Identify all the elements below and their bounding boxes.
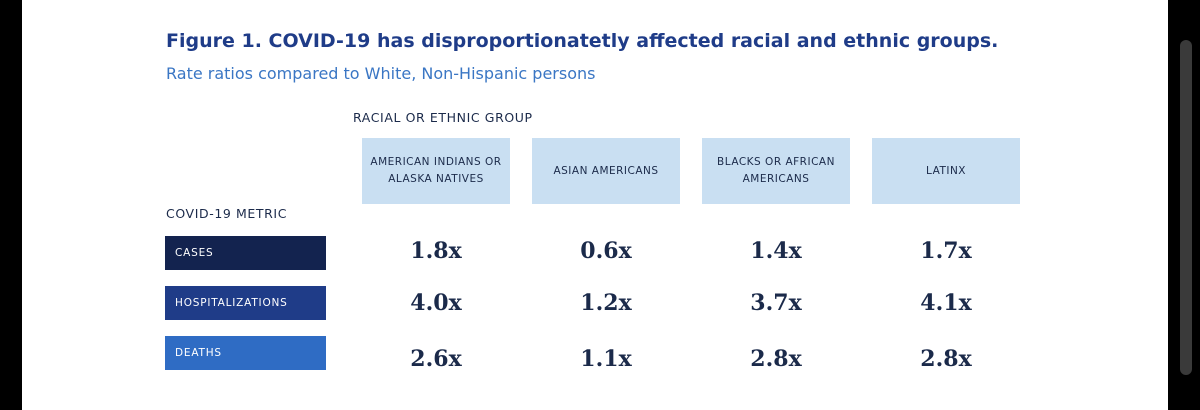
cell-hospitalizations-blacks: 3.7x — [750, 290, 802, 316]
row-label-cases: CASES — [165, 236, 326, 270]
scrollbar[interactable] — [1180, 40, 1192, 375]
cell-deaths-blacks: 2.8x — [750, 346, 802, 372]
cell-hospitalizations-american-indians: 4.0x — [410, 290, 462, 316]
column-header-asian-americans: ASIAN AMERICANS — [532, 138, 680, 204]
row-label-deaths: DEATHS — [165, 336, 326, 370]
cell-cases-american-indians: 1.8x — [410, 238, 462, 264]
cell-hospitalizations-latinx: 4.1x — [920, 290, 972, 316]
column-header-american-indians: AMERICAN INDIANS OR ALASKA NATIVES — [362, 138, 510, 204]
cell-cases-latinx: 1.7x — [920, 238, 972, 264]
figure-subtitle: Rate ratios compared to White, Non-Hispa… — [166, 64, 596, 83]
figure-page: Figure 1. COVID-19 has disproportionatet… — [22, 0, 1168, 410]
cell-cases-blacks: 1.4x — [750, 238, 802, 264]
cell-hospitalizations-asian-americans: 1.2x — [580, 290, 632, 316]
row-group-label: COVID-19 METRIC — [166, 206, 288, 221]
figure-title: Figure 1. COVID-19 has disproportionatet… — [166, 30, 999, 52]
cell-deaths-latinx: 2.8x — [920, 346, 972, 372]
cell-deaths-asian-americans: 1.1x — [580, 346, 632, 372]
column-group-label: RACIAL OR ETHNIC GROUP — [353, 110, 533, 125]
column-header-latinx: LATINX — [872, 138, 1020, 204]
column-header-blacks: BLACKS OR AFRICAN AMERICANS — [702, 138, 850, 204]
row-label-hospitalizations: HOSPITALIZATIONS — [165, 286, 326, 320]
cell-deaths-american-indians: 2.6x — [410, 346, 462, 372]
cell-cases-asian-americans: 0.6x — [580, 238, 632, 264]
